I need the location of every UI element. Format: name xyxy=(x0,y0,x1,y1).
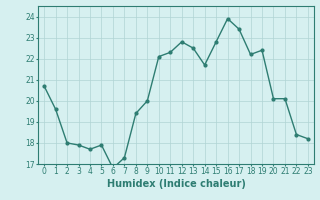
X-axis label: Humidex (Indice chaleur): Humidex (Indice chaleur) xyxy=(107,179,245,189)
